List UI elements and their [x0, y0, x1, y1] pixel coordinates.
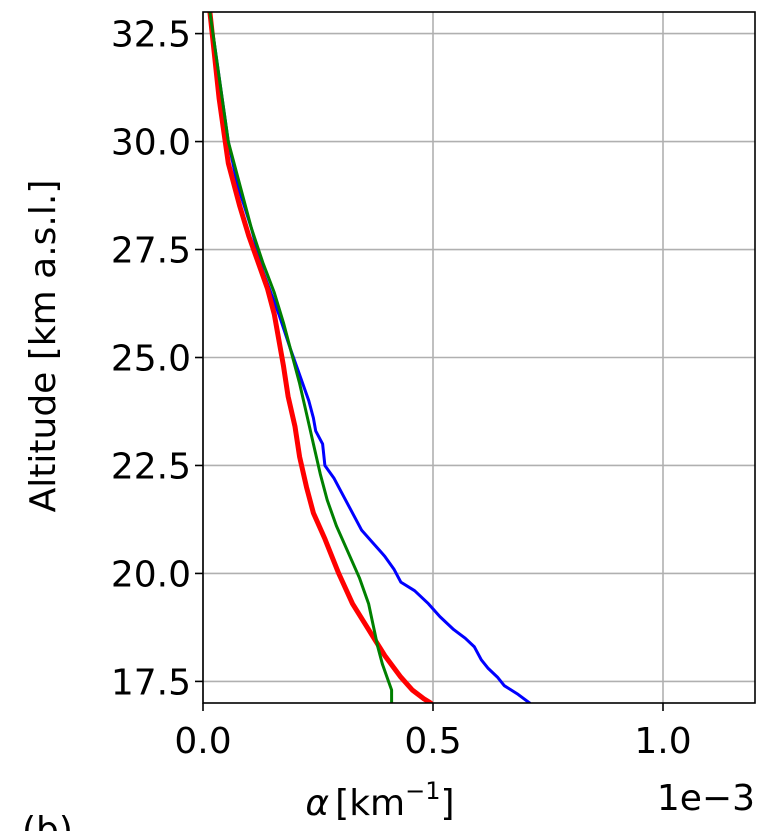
grid: [202, 12, 755, 703]
x-axis-label: α [km−1]: [305, 777, 454, 824]
x-tick-label: 0.5: [404, 721, 461, 762]
axis-ticks: 0.0 0.5 1.0 17.5 20.0 22.5 25.0 27.5 30.0 32.5: [111, 15, 692, 762]
y-axis-label: Altitude [km a.s.l.]: [23, 180, 64, 513]
y-tick-label: 27.5: [111, 231, 191, 272]
series-line-3: [208, 12, 394, 703]
x-axis-unit-exp: −1: [405, 777, 440, 805]
panel-label: (b): [22, 810, 73, 831]
y-tick-label: 30.0: [111, 123, 191, 164]
x-tick-label: 0.0: [174, 721, 231, 762]
x-axis-unit-close: ]: [441, 783, 455, 824]
x-tick-label: 1.0: [634, 721, 691, 762]
y-tick-label: 32.5: [111, 15, 191, 56]
y-tick-label: 17.5: [111, 662, 191, 703]
series-lines: [207, 12, 532, 703]
x-axis-symbol: α: [305, 783, 329, 824]
y-tick-label: 22.5: [111, 446, 191, 487]
series-line-2: [207, 12, 434, 703]
x-offset-text: 1e−3: [657, 778, 755, 819]
y-tick-label: 25.0: [111, 339, 191, 380]
y-tick-label: 20.0: [111, 554, 191, 595]
x-axis-unit-base: [km: [335, 783, 405, 824]
